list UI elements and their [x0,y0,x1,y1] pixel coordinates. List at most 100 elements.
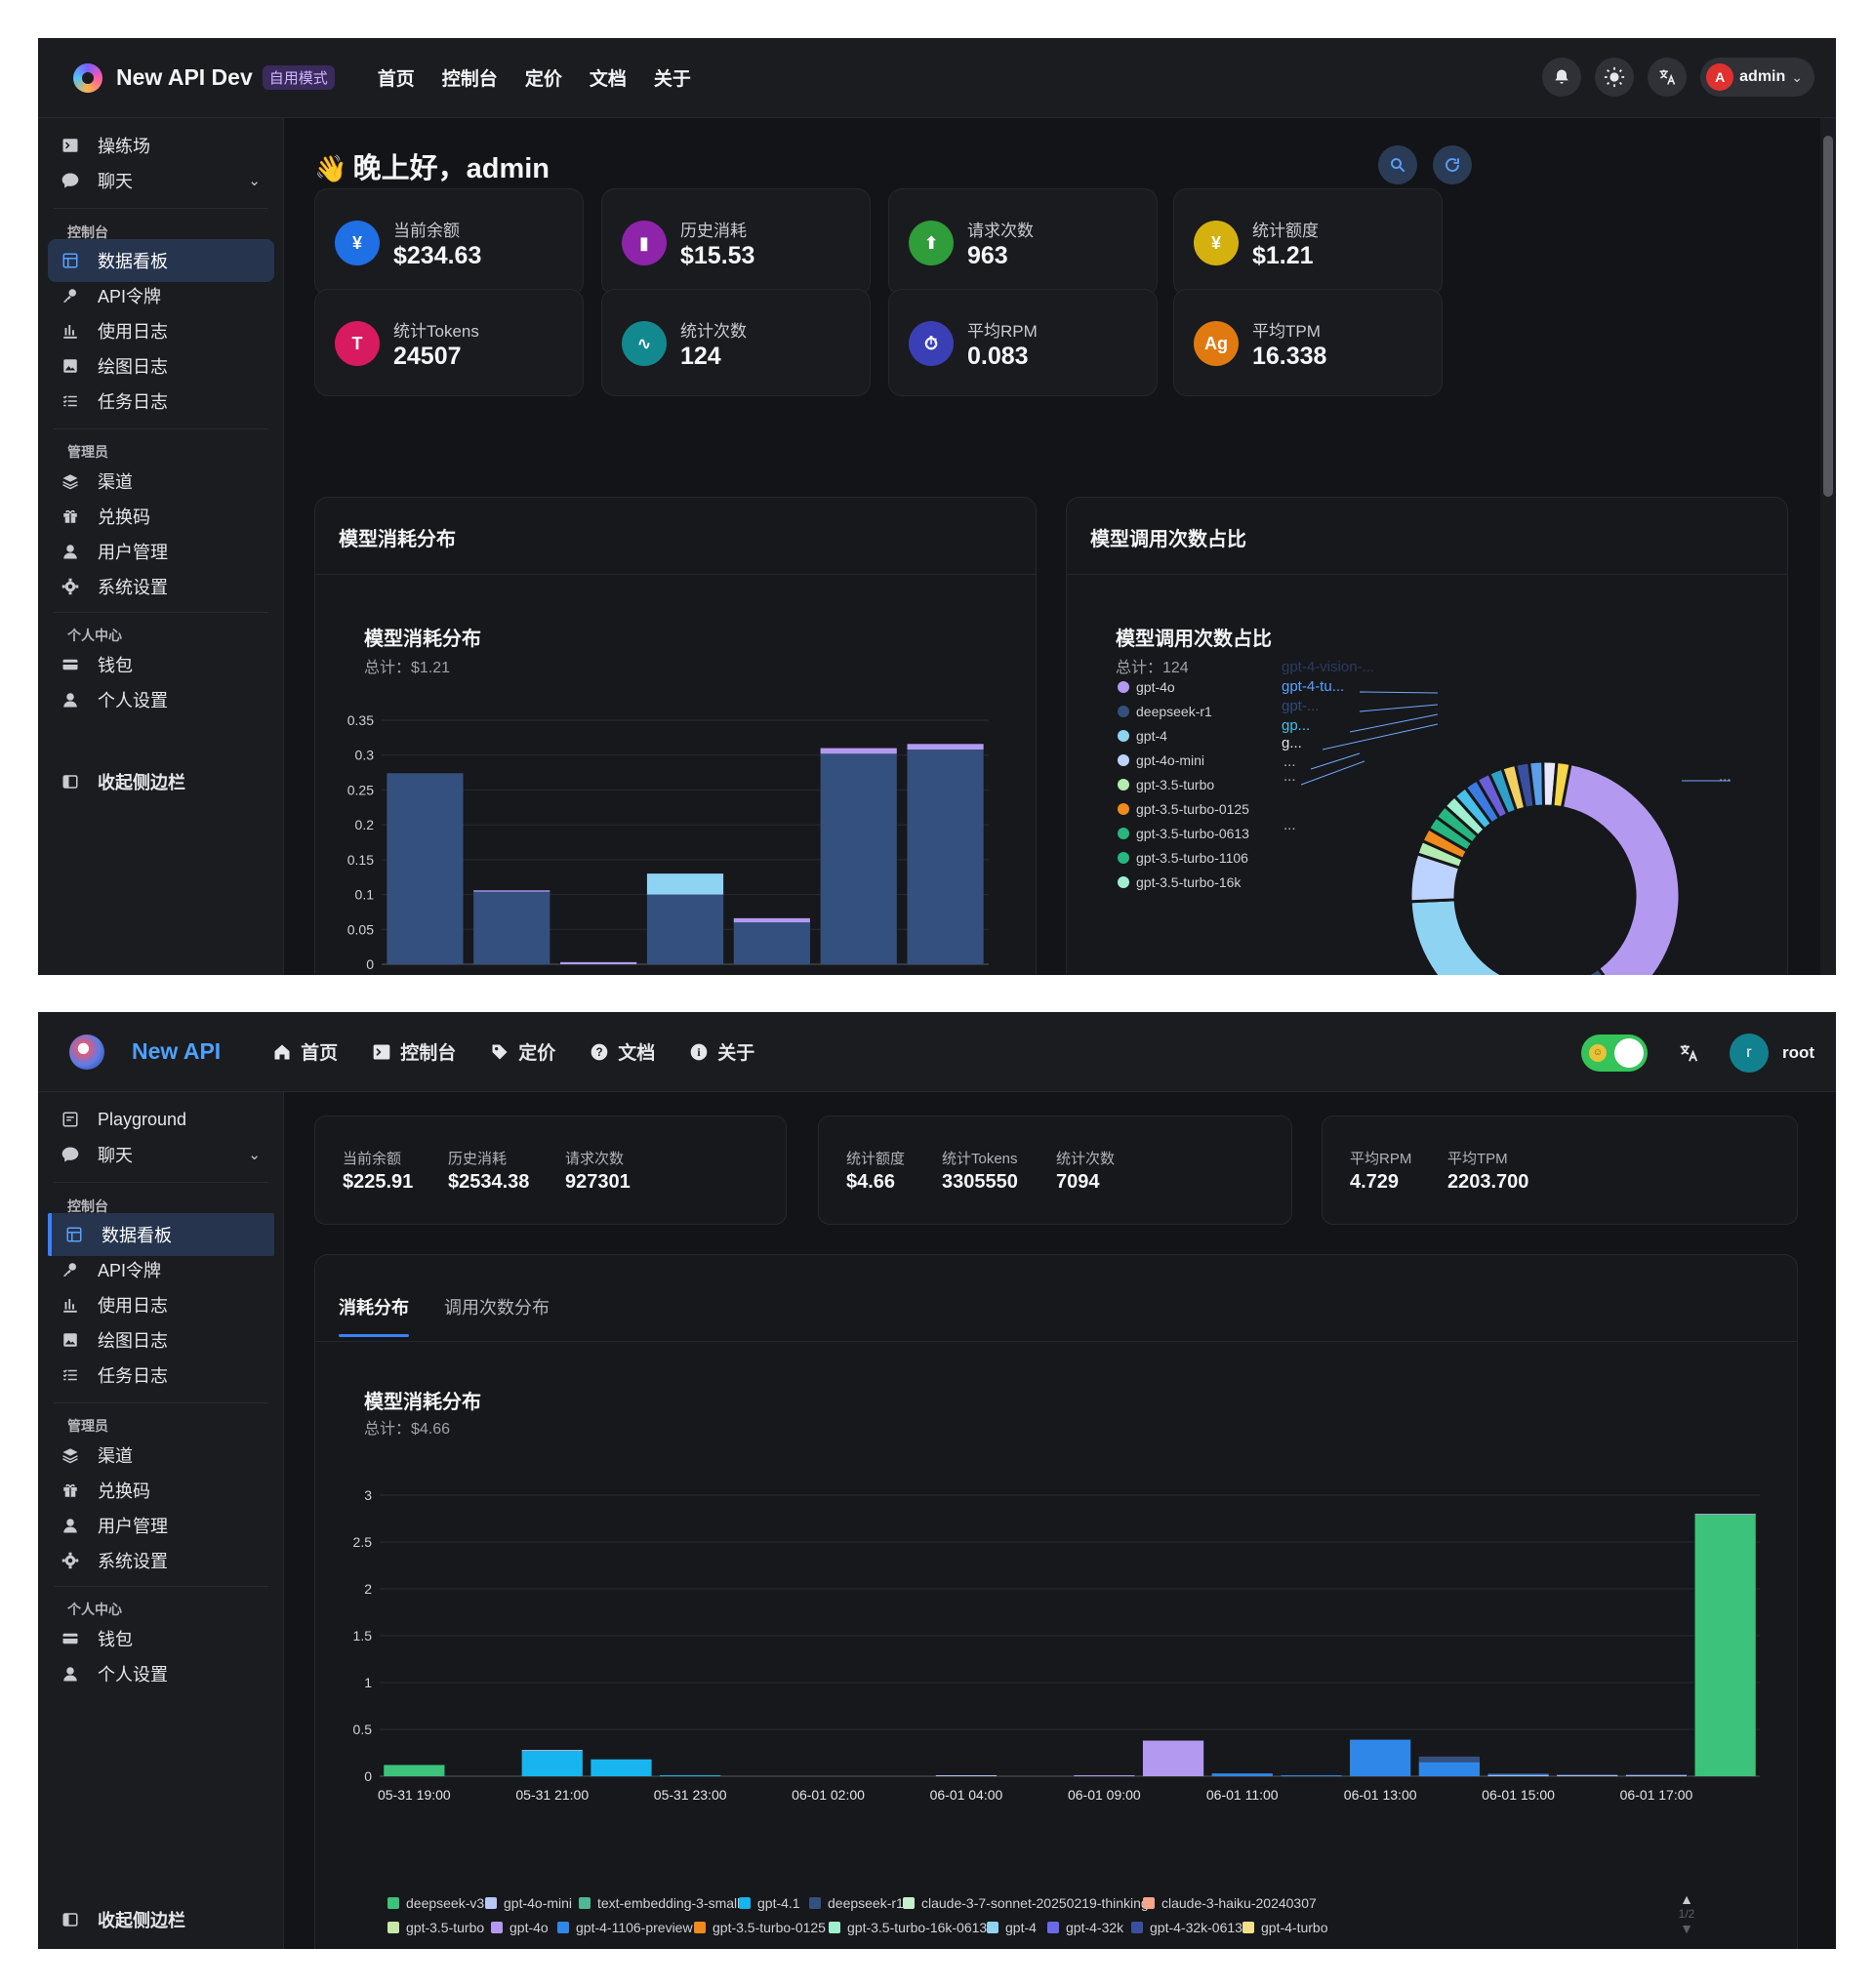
bar-segment[interactable] [1418,1762,1480,1776]
translate-icon[interactable] [1648,58,1688,97]
bar-segment[interactable] [1211,1773,1273,1776]
bar-segment[interactable] [473,891,550,964]
user-menu[interactable]: r root [1729,1034,1814,1073]
legend-item[interactable]: gpt-4-32k-0613 [1131,1920,1243,1935]
chevron-down-icon[interactable]: ▼ [1680,1921,1693,1936]
legend-item[interactable]: claude-3-7-sonnet-20250219-thinking [903,1895,1149,1911]
sidebar-item-user-management[interactable]: 用户管理 [48,1504,274,1547]
brand-name[interactable]: New API [132,1038,222,1064]
sidebar-item-redeem[interactable]: 兑换码 [48,1469,274,1512]
bar-segment[interactable] [1694,1514,1756,1516]
nav-home[interactable]: 首页 [271,1038,338,1065]
legend-item[interactable]: gpt-4-turbo [1243,1920,1327,1935]
legend-item[interactable]: gpt-3.5-turbo-0613 [1118,826,1249,841]
bar-segment[interactable] [387,773,464,964]
legend-item[interactable]: gpt-4 [1118,728,1167,744]
sidebar-item-usage-log[interactable]: 使用日志 [48,309,274,352]
sidebar-item-channels[interactable]: 渠道 [48,460,274,503]
sidebar-item-dashboard[interactable]: 数据看板 [48,1213,274,1256]
pie-slice[interactable] [1408,898,1505,975]
legend-item[interactable]: gpt-3.5-turbo [387,1920,484,1935]
collapse-sidebar-button[interactable]: 收起侧边栏 [48,760,274,803]
bar-segment[interactable] [820,748,897,754]
nav-docs[interactable]: 文档 [589,69,627,90]
user-menu[interactable]: A admin ⌄ [1700,58,1814,97]
legend-item[interactable]: deepseek-v3 [387,1895,484,1911]
chevron-down-icon[interactable]: ⌄ [248,173,261,189]
sidebar-item-user-management[interactable]: 用户管理 [48,530,274,573]
tab-call-distribution[interactable]: 调用次数分布 [444,1298,550,1318]
sidebar-item-api-token[interactable]: API令牌 [48,274,274,317]
bar-segment[interactable] [591,1759,652,1776]
bar-segment[interactable] [660,1775,721,1777]
legend-item[interactable]: gpt-3.5-turbo [1118,777,1214,792]
nav-console[interactable]: 控制台 [371,1038,456,1065]
tab-cost-distribution[interactable]: 消耗分布 [339,1294,409,1337]
bar-segment[interactable] [820,753,897,964]
bar-segment[interactable] [646,873,724,895]
bar-segment[interactable] [1487,1773,1549,1775]
chevron-down-icon[interactable]: ⌄ [248,1147,261,1163]
nav-pricing[interactable]: 定价 [524,69,562,90]
app-logo[interactable] [73,62,102,93]
pie-slice[interactable] [1481,966,1625,975]
bar-segment[interactable] [384,1765,445,1776]
bar-segment[interactable] [907,744,984,750]
sidebar-item-playground[interactable]: 操练场 [48,124,274,167]
pie-slice[interactable] [1560,761,1682,975]
bar-segment[interactable] [1625,1775,1688,1777]
bar-segment[interactable] [646,894,724,964]
legend-item[interactable]: gpt-4.1 [739,1895,800,1911]
bar-segment[interactable] [1142,1740,1204,1776]
sidebar-item-playground[interactable]: Playground [48,1098,274,1141]
app-logo[interactable] [69,1034,104,1070]
bar-segment[interactable] [1694,1515,1756,1776]
bar-segment[interactable] [935,1775,998,1777]
bar-segment[interactable] [1281,1775,1342,1777]
legend-item[interactable]: text-embedding-3-small [579,1895,740,1911]
nav-docs[interactable]: ? 文档 [589,1038,655,1065]
search-icon[interactable] [1378,145,1417,184]
nav-home[interactable]: 首页 [377,69,415,90]
sidebar-item-drawing-log[interactable]: 绘图日志 [48,1319,274,1361]
theme-toggle[interactable]: ☺ [1580,1035,1648,1072]
sidebar-item-usage-log[interactable]: 使用日志 [48,1283,274,1326]
bar-segment[interactable] [560,961,637,964]
bell-icon[interactable] [1542,58,1582,97]
legend-item[interactable]: gpt-4o [1118,679,1175,695]
collapse-sidebar-button[interactable]: 收起侧边栏 [48,1898,274,1941]
scrollbar[interactable] [1820,118,1836,975]
bar-segment[interactable] [1074,1775,1135,1777]
sidebar-item-task-log[interactable]: 任务日志 [48,380,274,423]
legend-item[interactable]: gpt-3.5-turbo-16k-0613 [829,1920,987,1935]
legend-item[interactable]: gpt-4o [491,1920,549,1935]
sidebar-item-dashboard[interactable]: 数据看板 [48,239,274,282]
sidebar-item-personal-settings[interactable]: 个人设置 [48,678,274,721]
legend-item[interactable]: deepseek-r1 [1118,704,1212,719]
pie-slice[interactable] [1551,759,1572,810]
nav-pricing[interactable]: 定价 [489,1038,555,1065]
sidebar-item-api-token[interactable]: API令牌 [48,1248,274,1291]
bar-segment[interactable] [1625,1774,1688,1776]
bar-segment[interactable] [907,750,984,964]
bar-segment[interactable] [521,1750,583,1752]
sun-icon[interactable] [1595,58,1635,97]
sidebar-item-task-log[interactable]: 任务日志 [48,1354,274,1397]
bar-segment[interactable] [733,922,810,964]
sidebar-item-channels[interactable]: 渠道 [48,1434,274,1477]
legend-item[interactable]: claude-3-haiku-20240307 [1143,1895,1317,1911]
legend-item[interactable]: gpt-4-1106-preview [557,1920,693,1935]
legend-item[interactable]: gpt-4 [987,1920,1037,1935]
refresh-icon[interactable] [1433,145,1472,184]
nav-console[interactable]: 控制台 [441,69,498,90]
legend-item[interactable]: deepseek-r1 [809,1895,904,1911]
sidebar-item-personal-settings[interactable]: 个人设置 [48,1652,274,1695]
bar-segment[interactable] [1557,1774,1618,1776]
legend-item[interactable]: gpt-4o-mini [485,1895,572,1911]
brand-name[interactable]: New API Dev [116,64,253,90]
bar-segment[interactable] [1350,1739,1411,1776]
sidebar-item-chat[interactable]: 聊天 ⌄ [48,1133,274,1176]
bar-segment[interactable] [733,917,810,923]
sidebar-item-drawing-log[interactable]: 绘图日志 [48,345,274,387]
sidebar-item-settings[interactable]: 系统设置 [48,565,274,608]
